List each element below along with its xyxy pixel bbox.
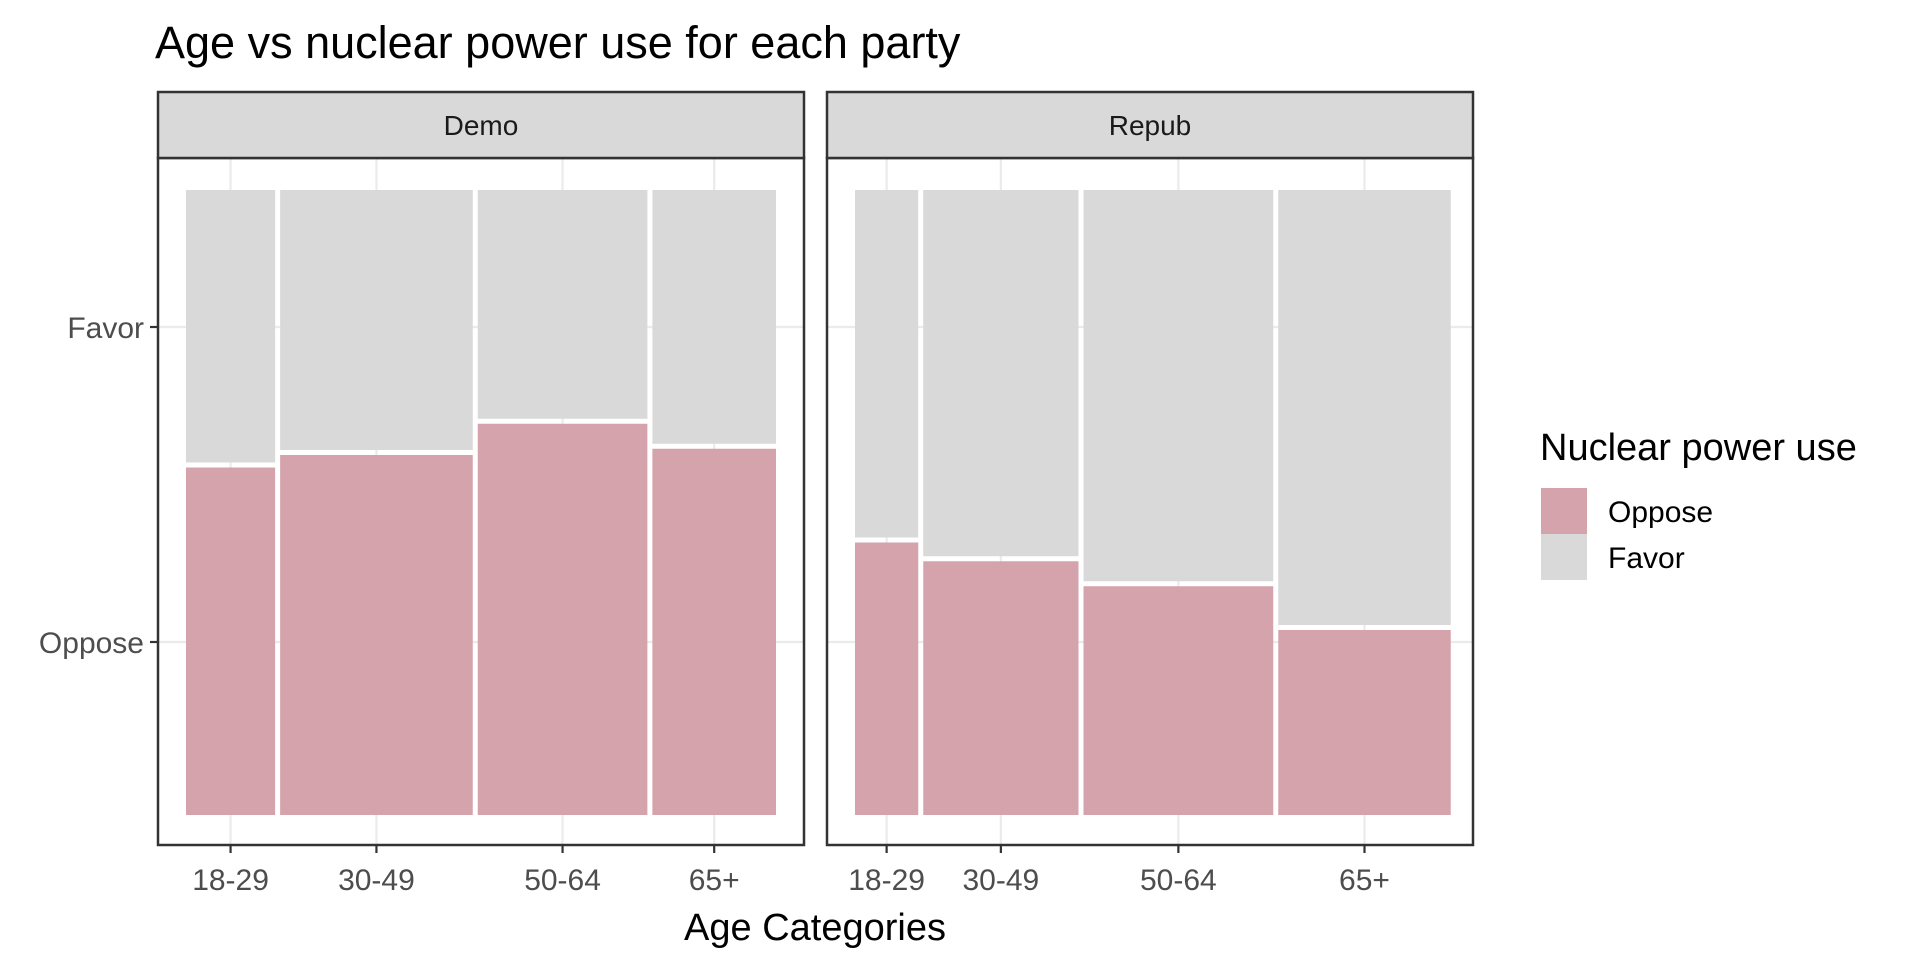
y-tick-label: Oppose xyxy=(39,627,144,660)
y-axis: Oppose Favor xyxy=(39,312,158,660)
tile-oppose xyxy=(477,423,648,815)
tile-favor xyxy=(186,190,276,463)
facet-strip-label: Demo xyxy=(444,110,519,141)
x-tick-label: 18-29 xyxy=(192,864,269,897)
legend: Nuclear power use Oppose Favor xyxy=(1540,427,1857,580)
tile-favor xyxy=(652,190,776,444)
facet-strip xyxy=(825,90,1475,160)
facet-strip xyxy=(156,90,806,160)
facet-strip-label: Repub xyxy=(1109,110,1192,141)
facet-panel-repub: Repub 18-29 30-49 50-64 65+ xyxy=(825,90,1475,897)
chart-title: Age vs nuclear power use for each party xyxy=(155,17,961,68)
x-tick-label: 30-49 xyxy=(963,864,1040,897)
facet-panels: Demo 18-29 30-49 50-64 65+ Repub 18-29 30-49 50-… xyxy=(39,90,1475,897)
legend-key xyxy=(1541,534,1587,580)
tile-favor xyxy=(280,190,473,450)
tile-oppose xyxy=(280,455,473,815)
x-tick-label: 30-49 xyxy=(338,864,415,897)
legend-key xyxy=(1541,488,1587,534)
x-tick-label: 65+ xyxy=(689,864,740,897)
legend-title: Nuclear power use xyxy=(1540,427,1857,469)
x-axis-title: Age Categories xyxy=(684,907,946,949)
tile-oppose xyxy=(923,561,1079,815)
tile-oppose xyxy=(652,448,776,815)
tile-favor xyxy=(855,190,919,538)
x-tick-label: 65+ xyxy=(1339,864,1390,897)
legend-label: Favor xyxy=(1608,542,1685,575)
legend-label: Oppose xyxy=(1608,496,1713,529)
tile-favor xyxy=(1083,190,1274,582)
y-tick-label: Favor xyxy=(67,312,144,345)
x-tick-label: 50-64 xyxy=(524,864,601,897)
x-tick-label: 18-29 xyxy=(848,864,925,897)
tile-oppose xyxy=(1278,630,1451,815)
tile-favor xyxy=(923,190,1079,557)
tile-favor xyxy=(1278,190,1451,625)
tile-oppose xyxy=(186,467,276,815)
tile-oppose xyxy=(1083,586,1274,815)
tile-favor xyxy=(477,190,648,419)
x-tick-label: 50-64 xyxy=(1140,864,1217,897)
facet-panel-demo: Demo 18-29 30-49 50-64 65+ xyxy=(156,90,806,897)
tile-oppose xyxy=(855,542,919,815)
